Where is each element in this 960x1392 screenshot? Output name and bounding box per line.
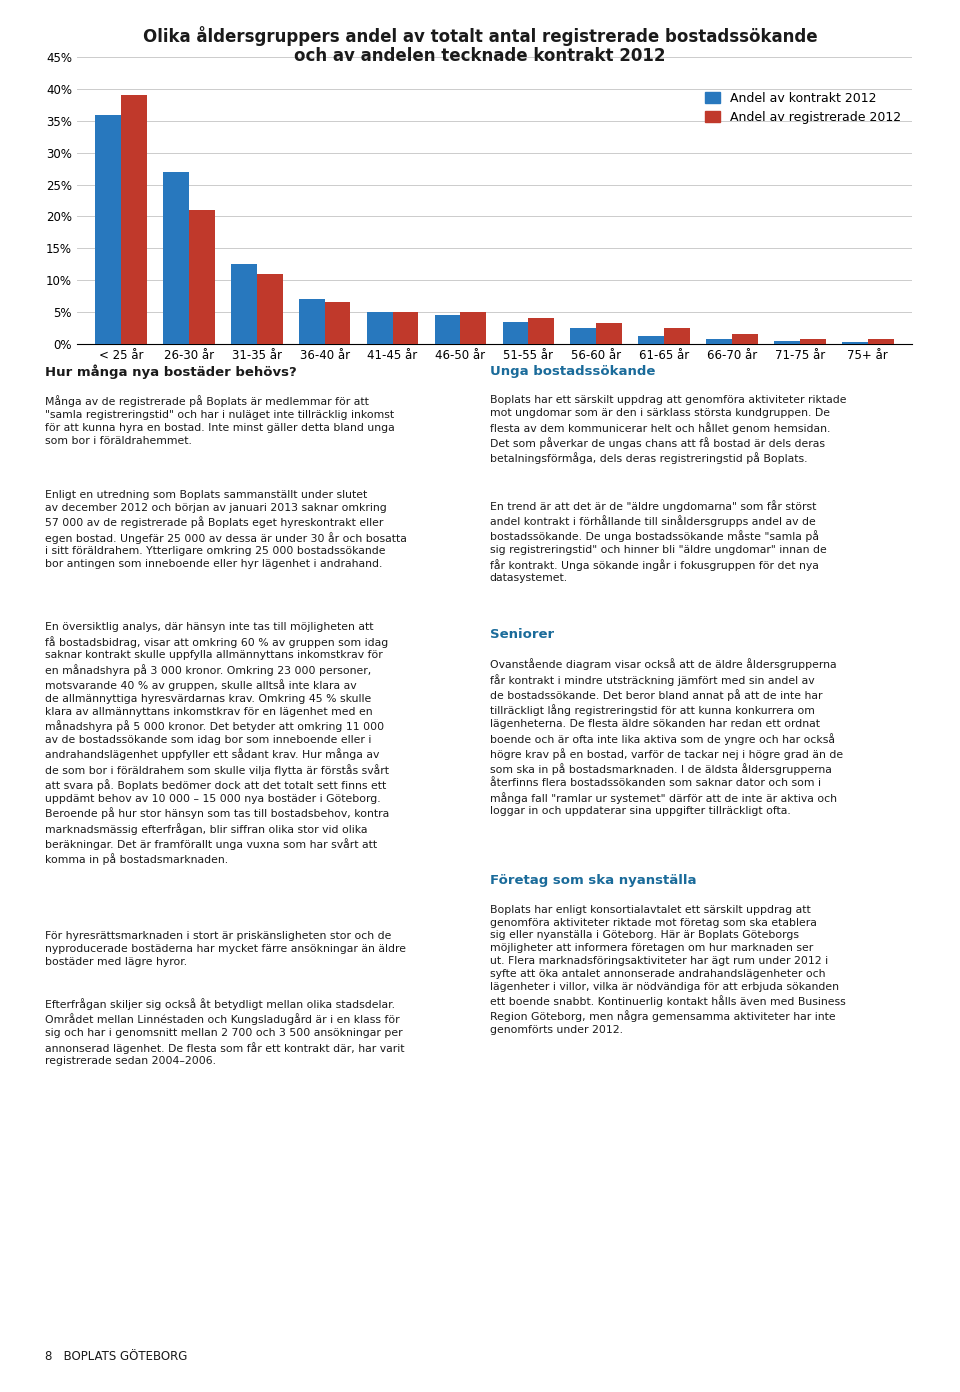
Text: För hyresrättsmarknaden i stort är priskänsligheten stor och de
nyproducerade bo: För hyresrättsmarknaden i stort är prisk…	[45, 931, 406, 967]
Text: Företag som ska nyanställa: Företag som ska nyanställa	[490, 874, 696, 887]
Text: En översiktlig analys, där hänsyn inte tas till möjligheten att
få bostadsbidrag: En översiktlig analys, där hänsyn inte t…	[45, 622, 390, 866]
Bar	[707, 338, 732, 344]
Text: Många av de registrerade på Boplats är medlemmar för att
"samla registreringstid: Många av de registrerade på Boplats är m…	[45, 395, 395, 445]
Bar	[664, 329, 690, 344]
Text: Enligt en utredning som Boplats sammanställt under slutet
av december 2012 och b: Enligt en utredning som Boplats sammanst…	[45, 490, 407, 569]
Bar	[638, 337, 664, 344]
Bar	[299, 299, 324, 344]
Text: Ovanstående diagram visar också att de äldre åldersgrupperna
får kontrakt i mind: Ovanstående diagram visar också att de ä…	[490, 658, 843, 816]
Bar	[121, 96, 147, 344]
Bar	[461, 312, 487, 344]
Bar	[732, 334, 757, 344]
Bar	[163, 171, 189, 344]
Text: 8   BOPLATS GÖTEBORG: 8 BOPLATS GÖTEBORG	[45, 1350, 187, 1363]
Bar	[393, 312, 419, 344]
Bar	[800, 338, 826, 344]
Bar	[324, 302, 350, 344]
Text: Seniorer: Seniorer	[490, 628, 554, 640]
Text: Unga bostadssökande: Unga bostadssökande	[490, 365, 655, 377]
Text: En trend är att det är de "äldre ungdomarna" som får störst
andel kontrakt i för: En trend är att det är de "äldre ungdoma…	[490, 500, 827, 583]
Bar	[842, 342, 868, 344]
Text: Efterfrågan skiljer sig också åt betydligt mellan olika stadsdelar.
Området mell: Efterfrågan skiljer sig också åt betydli…	[45, 998, 404, 1066]
Text: och av andelen tecknade kontrakt 2012: och av andelen tecknade kontrakt 2012	[295, 47, 665, 65]
Bar	[95, 114, 121, 344]
Bar	[189, 210, 215, 344]
Bar	[256, 274, 282, 344]
Text: Olika åldersgruppers andel av totalt antal registrerade bostadssökande: Olika åldersgruppers andel av totalt ant…	[143, 26, 817, 46]
Text: Boplats har ett särskilt uppdrag att genomföra aktiviteter riktade
mot ungdomar : Boplats har ett särskilt uppdrag att gen…	[490, 395, 846, 465]
Bar	[502, 322, 528, 344]
Text: Boplats har enligt konsortialavtalet ett särskilt uppdrag att
genomföra aktivite: Boplats har enligt konsortialavtalet ett…	[490, 905, 846, 1036]
Bar	[435, 315, 461, 344]
Bar	[231, 264, 256, 344]
Bar	[774, 341, 800, 344]
Bar	[596, 323, 622, 344]
Bar	[367, 312, 393, 344]
Text: Hur många nya bostäder behövs?: Hur många nya bostäder behövs?	[45, 365, 297, 379]
Bar	[570, 329, 596, 344]
Bar	[868, 340, 894, 344]
Legend: Andel av kontrakt 2012, Andel av registrerade 2012: Andel av kontrakt 2012, Andel av registr…	[700, 86, 905, 129]
Bar	[528, 319, 554, 344]
